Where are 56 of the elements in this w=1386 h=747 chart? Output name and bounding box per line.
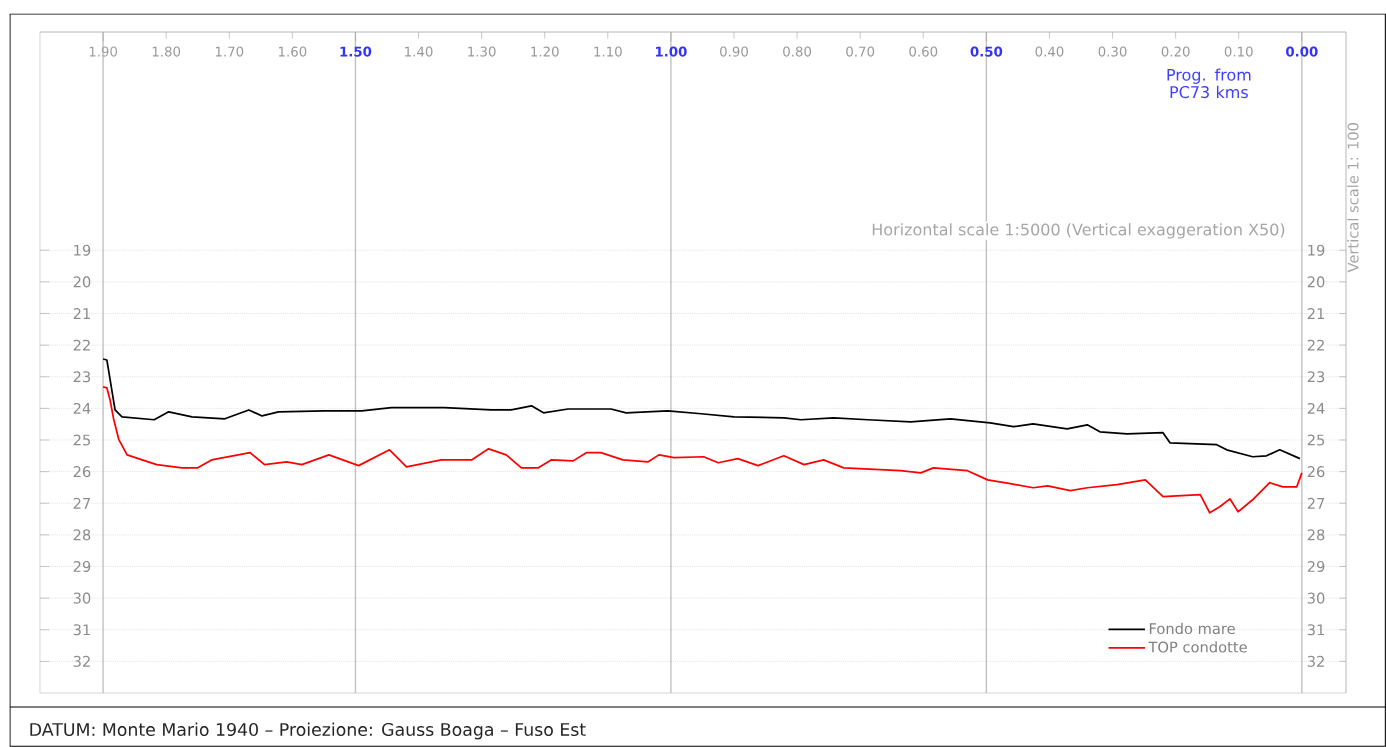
x2-tick-label: 0.40: [1035, 46, 1064, 57]
line-series: [102, 358, 1301, 460]
x2-tick-label: 1.30: [468, 46, 496, 57]
y2-tick-label: 22: [1307, 339, 1324, 351]
y2-tick-label: 31: [1307, 624, 1324, 636]
y-tick-label: 24: [73, 402, 91, 414]
x2-tick-label: 1.70: [215, 46, 244, 57]
x2-tick-label: 1.60: [278, 46, 307, 57]
y2-tick-label: 23: [1307, 371, 1325, 383]
y2-tick-label: 29: [1307, 560, 1325, 573]
y-tick-label: 27: [73, 497, 91, 509]
y-tick-label: 22: [73, 339, 90, 351]
x2-tick-label: 1.20: [531, 46, 559, 57]
y-tick-label: 21: [73, 308, 90, 319]
y-tick-label: 31: [73, 624, 90, 636]
y2-tick-label: 20: [1307, 276, 1325, 288]
x2-tick-label: 0.70: [846, 46, 875, 57]
x2-tick-label: 0.60: [909, 46, 938, 57]
y2-axis-title: Vertical scale 1: 100: [1347, 123, 1359, 273]
y2-tick-label: 30: [1307, 592, 1325, 604]
x2-tick-label: 1.80: [152, 46, 181, 57]
y2-tick-label: 26: [1307, 466, 1325, 478]
x2-tick-label: 0.80: [783, 46, 812, 57]
y2-tick-label: 24: [1307, 402, 1325, 414]
y-tick-label: 20: [73, 276, 91, 288]
x-tick-label: 1.50: [340, 46, 372, 57]
y-tick-label: 26: [73, 466, 91, 478]
x-axis-title: Prog. from PC73 kms: [1167, 68, 1251, 99]
y2-tick-label: 19: [1308, 244, 1325, 256]
x2-tick-label: 0.20: [1161, 46, 1190, 57]
x-tick-label: 1.00: [655, 46, 687, 57]
x2-tick-label: 0.30: [1098, 46, 1127, 57]
x-tick-label: 1.90: [89, 46, 118, 57]
x2-tick-label: 1.10: [594, 46, 622, 57]
x-tick-label: 0.00: [1286, 46, 1318, 57]
x2-tick-label: 0.10: [1224, 46, 1253, 57]
y2-tick-label: 32: [1307, 655, 1324, 667]
y2-tick-label: 27: [1307, 497, 1325, 509]
y-tick-label: 29: [73, 560, 91, 573]
y2-tick-label: 21: [1307, 308, 1324, 319]
y2-tick-label: 25: [1307, 434, 1325, 446]
text: DATUM: Monte Mario 1940 – Proiezione: Gauss Boaga – Fuso Est: [30, 722, 586, 740]
annotation: Horizontal scale 1:5000 (Vertical exaggeration X50): [872, 223, 1285, 239]
y-tick-label: 25: [73, 434, 90, 446]
x2-tick-label: 0.90: [720, 46, 748, 57]
y2-tick-label: 28: [1307, 529, 1325, 541]
x2-tick-label: 1.40: [405, 46, 433, 57]
x-tick-label: 0.50: [970, 46, 1003, 57]
y-tick-label: 32: [73, 655, 90, 667]
y-tick-label: 30: [73, 592, 91, 604]
y-tick-label: 19: [74, 244, 91, 256]
line-series: [102, 385, 1303, 514]
legend-label: TOP condotte: [1148, 641, 1247, 653]
y-tick-label: 28: [73, 529, 91, 541]
legend-label: Fondo mare: [1149, 622, 1235, 635]
y-tick-label: 23: [73, 371, 91, 383]
